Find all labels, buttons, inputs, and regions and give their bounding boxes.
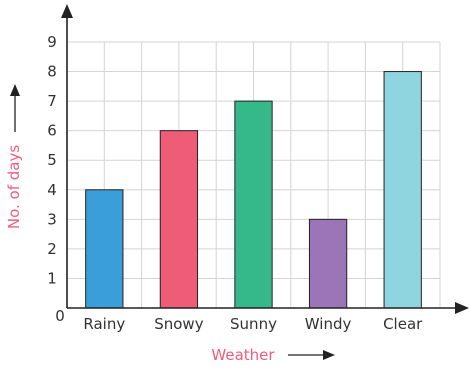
axes [61,4,469,314]
x-axis-label: Weather [211,346,275,364]
y-tick-label: 4 [47,181,57,199]
y-tick-label: 3 [47,210,57,228]
bar-sunny [234,100,273,309]
y-label-arrow [10,84,20,132]
x-label-arrow [288,350,335,360]
bar-clear [383,71,422,309]
y-tick-label: 2 [47,240,57,258]
y-tick-label: 9 [47,33,57,51]
y-tick-label: 8 [47,63,57,81]
x-tick-label: Clear [383,315,423,333]
x-tick-label: Windy [305,315,352,333]
x-tick-label: Snowy [154,315,203,333]
bar-rainy [85,189,124,309]
y-tick-labels: 0 1 2 3 4 5 6 7 8 9 [47,33,65,325]
y-axis-arrowhead [61,4,73,18]
y-axis-label: No. of days [5,145,23,229]
x-tick-labels: Rainy Snowy Sunny Windy Clear [83,315,423,333]
y-tick-label: 1 [47,269,57,287]
bars [85,71,422,309]
y-tick-label: 7 [47,92,57,110]
x-tick-label: Sunny [230,315,277,333]
bar-windy [308,218,348,309]
y-tick-label: 5 [47,151,57,169]
y-tick-label: 6 [47,122,57,140]
x-axis-arrowhead [455,302,469,314]
bar-snowy [159,130,199,309]
y-tick-label: 0 [55,307,65,325]
x-tick-label: Rainy [83,315,125,333]
